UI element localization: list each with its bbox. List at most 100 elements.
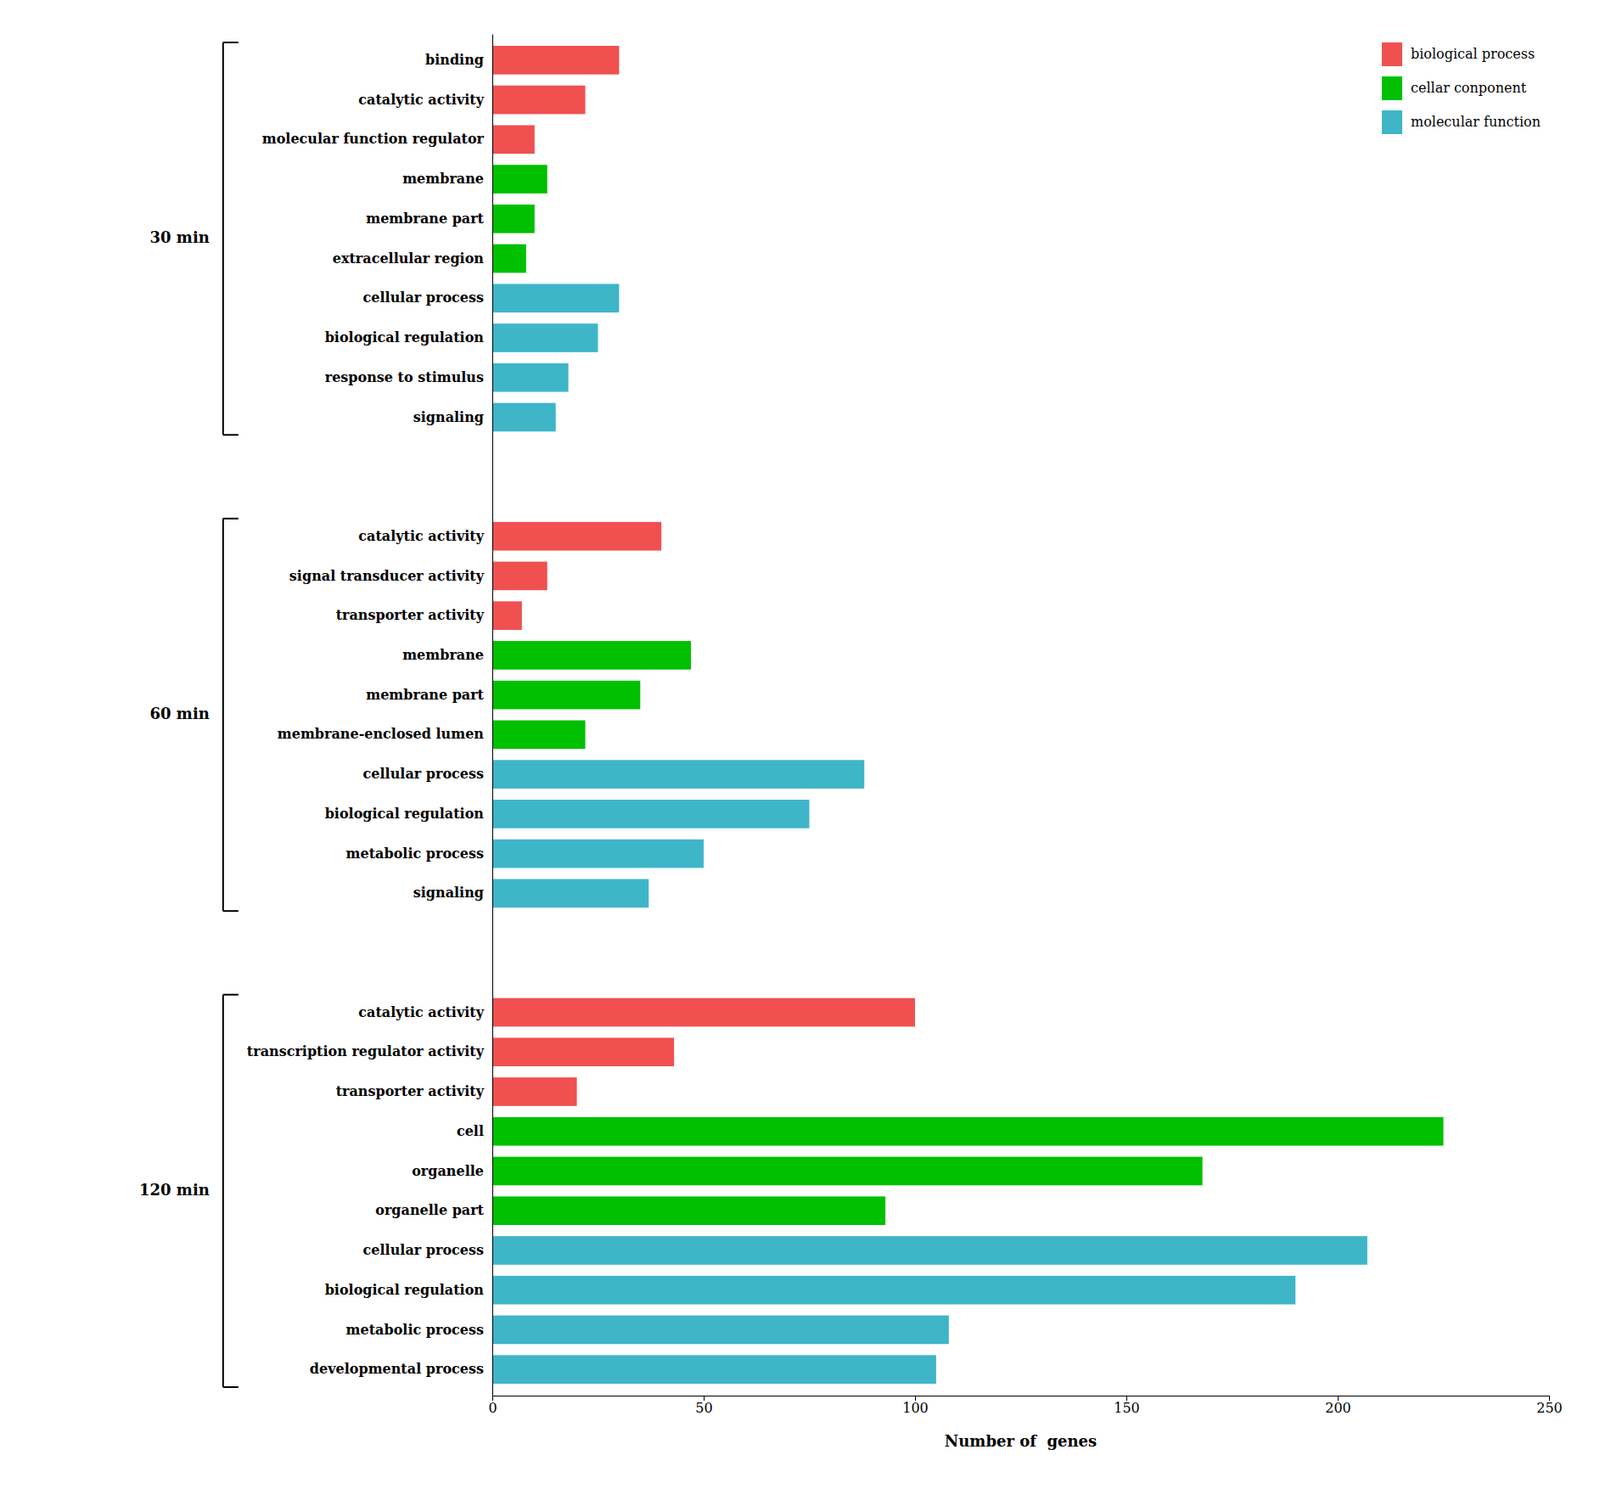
bar — [492, 164, 548, 194]
y-tick: cell — [456, 1122, 493, 1140]
y-tick: biological regulation — [325, 1281, 493, 1298]
legend-swatch — [1381, 110, 1403, 135]
bar — [492, 85, 586, 115]
legend-item: cellar conponent — [1381, 76, 1528, 101]
legend-label: molecular function — [1410, 113, 1541, 130]
bar — [492, 640, 691, 670]
x-tick-label: 0 — [488, 1399, 497, 1416]
bar — [492, 600, 523, 630]
x-tick: 250 — [1536, 1395, 1563, 1416]
y-tick-label: binding — [425, 51, 484, 68]
x-tick-label: 200 — [1324, 1399, 1352, 1416]
bar — [492, 45, 619, 75]
y-tick-label: metabolic process — [346, 1321, 484, 1338]
legend-label: biological process — [1410, 45, 1535, 62]
y-tick: cellular process — [363, 289, 493, 306]
bar — [492, 522, 662, 551]
y-tick: metabolic process — [346, 845, 493, 862]
bar — [492, 363, 569, 393]
bar — [492, 1156, 1203, 1186]
y-tick-label: signal transducer activity — [289, 567, 485, 584]
y-tick-label: metabolic process — [346, 845, 484, 862]
x-tick-label: 50 — [695, 1399, 713, 1416]
section-bracket — [223, 994, 239, 1387]
bar — [492, 1195, 886, 1225]
bar — [492, 1354, 937, 1384]
y-tick: membrane part — [365, 686, 493, 703]
section-label: 60 min — [150, 704, 210, 723]
y-tick: cellular process — [363, 1241, 493, 1258]
y-tick: catalytic activity — [358, 1004, 493, 1021]
bracket-line — [222, 42, 225, 435]
x-tick-label: 150 — [1113, 1399, 1140, 1416]
y-tick-label: transporter activity — [336, 1083, 485, 1100]
y-tick: response to stimulus — [325, 369, 493, 386]
plot: 0 50 100 150 200 250 binding catalytic activity… — [139, 34, 1563, 1451]
sections: 30 min60 min120 min — [139, 42, 239, 1387]
bars — [492, 45, 1444, 1384]
y-tick-label: transporter activity — [336, 606, 485, 624]
y-tick: molecular function regulator — [262, 130, 493, 147]
bar — [492, 799, 810, 829]
y-tick: metabolic process — [346, 1321, 493, 1338]
x-axis-line — [493, 1396, 1550, 1402]
bracket-end — [223, 909, 239, 912]
y-tick: transporter activity — [336, 1083, 493, 1100]
bracket-end — [223, 41, 239, 44]
x-axis-title: Number of genes — [944, 1431, 1097, 1450]
bar — [492, 403, 556, 433]
bar — [492, 998, 916, 1028]
y-tick-label: cellular process — [363, 289, 484, 306]
y-tick-label: membrane — [402, 646, 484, 663]
y-tick: developmental process — [309, 1360, 493, 1377]
y-tick: catalytic activity — [358, 527, 493, 545]
y-tick-label: developmental process — [309, 1360, 484, 1377]
legend-swatch — [1381, 76, 1403, 101]
x-tick: 150 — [1113, 1395, 1140, 1416]
y-tick: organelle — [411, 1162, 493, 1179]
bar — [492, 1315, 949, 1345]
bracket-end — [223, 517, 239, 520]
y-tick-label: biological regulation — [325, 329, 485, 346]
bracket-end — [223, 433, 239, 436]
y-tick: biological regulation — [325, 329, 493, 346]
y-tick-label: catalytic activity — [358, 91, 484, 108]
x-tick: 100 — [902, 1395, 929, 1416]
section-bracket — [223, 42, 239, 435]
y-tick-label: biological regulation — [325, 1281, 485, 1298]
y-tick-label: organelle part — [375, 1201, 484, 1219]
y-tick: biological regulation — [325, 805, 493, 822]
y-tick: signaling — [413, 884, 493, 901]
x-tick-label: 250 — [1536, 1399, 1563, 1416]
y-tick-label: signaling — [413, 409, 484, 426]
y-tick: cellular process — [363, 765, 493, 782]
bar — [492, 878, 649, 908]
y-tick-label: signaling — [413, 884, 484, 901]
y-tick-label: transcription regulator activity — [247, 1043, 485, 1060]
bracket-end — [223, 1386, 239, 1388]
y-tick: transcription regulator activity — [247, 1043, 493, 1060]
y-tick-label: membrane — [402, 170, 484, 187]
bar — [492, 1117, 1444, 1146]
y-tick-label: response to stimulus — [325, 369, 484, 386]
legend-swatch — [1381, 42, 1403, 67]
y-tick-label: membrane part — [365, 210, 484, 227]
legend-item: molecular function — [1381, 110, 1541, 135]
section-bracket — [223, 518, 239, 911]
y-tick-label: membrane part — [365, 686, 484, 703]
x-tick: 0 — [488, 1395, 497, 1416]
legend: biological process cellar conponent molecu… — [1381, 42, 1541, 135]
bracket-end — [223, 993, 239, 996]
y-tick: membrane-enclosed lumen — [277, 725, 493, 742]
y-tick: organelle part — [375, 1201, 493, 1219]
x-tick: 50 — [695, 1395, 713, 1416]
legend-item: biological process — [1381, 42, 1535, 67]
bar — [492, 124, 535, 154]
y-tick: membrane part — [365, 210, 493, 227]
bar — [492, 283, 619, 313]
y-tick-label: extracellular region — [332, 250, 485, 267]
bar — [492, 323, 599, 353]
y-tick-label: membrane-enclosed lumen — [277, 725, 485, 742]
bar — [492, 759, 865, 789]
legend-label: cellar conponent — [1410, 79, 1528, 96]
